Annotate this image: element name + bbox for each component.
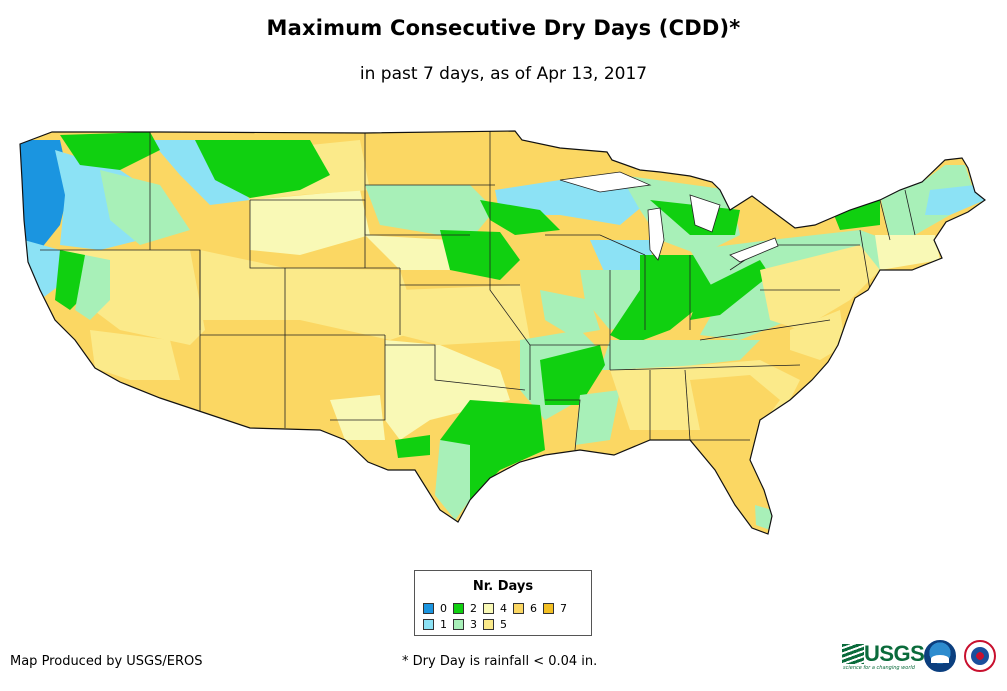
region-cdd-5: [790, 310, 845, 360]
nws-logo: [964, 640, 996, 672]
legend-swatch: [483, 619, 494, 630]
region-cdd-2: [610, 255, 730, 345]
noaa-bird-icon: [931, 655, 949, 663]
lake-erie: [729, 237, 779, 263]
legend-label: 1: [440, 618, 447, 631]
region-cdd-3: [435, 440, 470, 520]
region-cdd-3: [755, 505, 772, 530]
legend-swatch: [453, 603, 464, 614]
region-cdd-2: [395, 435, 430, 458]
region-cdd-3: [75, 255, 110, 320]
region-cdd-5: [760, 245, 880, 330]
legend-swatch: [513, 603, 524, 614]
region-cdd-3: [540, 290, 600, 335]
lake-huron: [689, 194, 721, 233]
region-cdd-5: [90, 330, 180, 380]
legend-label: 5: [500, 618, 507, 631]
legend-label: 0: [440, 602, 447, 615]
usgs-logo: USGS science for a changing world: [842, 641, 925, 671]
legend-label: 4: [500, 602, 507, 615]
lake-michigan: [647, 207, 665, 261]
map-title: Maximum Consecutive Dry Days (CDD)*: [266, 16, 741, 40]
region-cdd-3: [100, 170, 190, 245]
legend-swatch: [453, 619, 464, 630]
legend-label: 7: [560, 602, 567, 615]
legend-item-4: 4: [483, 603, 507, 615]
usgs-tagline: science for a changing world: [843, 665, 915, 671]
region-cdd-4: [330, 395, 385, 440]
region-cdd-6: [690, 375, 780, 440]
legend-item-3: 3: [453, 619, 477, 631]
region-cdd-2: [540, 345, 605, 405]
legend-swatch: [543, 603, 554, 614]
region-cdd-2: [440, 230, 520, 280]
region-cdd-2: [480, 200, 560, 235]
legend-item-6: 6: [513, 603, 537, 615]
legend-item-1: 1: [423, 619, 447, 631]
region-cdd-0: [20, 140, 70, 250]
legend-swatch: [423, 603, 434, 614]
region-cdd-3: [365, 185, 495, 240]
region-cdd-3: [575, 390, 620, 445]
legend-item-5: 5: [483, 619, 507, 631]
legend-item-0: 0: [423, 603, 447, 615]
region-cdd-4: [385, 340, 510, 440]
lake-superior: [559, 171, 652, 193]
region-cdd-1: [150, 140, 250, 205]
region-cdd-2: [690, 260, 770, 320]
region-cdd-4: [250, 190, 370, 255]
legend: Nr. Days 0 1 2 3 4 5 6 7: [414, 570, 592, 636]
legend-label: 6: [530, 602, 537, 615]
legend-item-2: 2: [453, 603, 477, 615]
region-cdd-4: [875, 235, 940, 270]
cdd-data-regions: [20, 132, 985, 530]
legend-swatch: [483, 603, 494, 614]
region-cdd-3: [600, 340, 760, 370]
usgs-wordmark: USGS: [864, 641, 925, 666]
legend-label: 3: [470, 618, 477, 631]
legend-label: 2: [470, 602, 477, 615]
nws-emblem-icon: [971, 647, 989, 665]
region-cdd-1: [925, 185, 985, 215]
credit-text: Map Produced by USGS/EROS: [10, 654, 203, 669]
footnote-text: * Dry Day is rainfall < 0.04 in.: [402, 654, 598, 669]
noaa-logo: [924, 640, 956, 672]
region-cdd-2: [195, 140, 330, 198]
region-cdd-5: [400, 285, 530, 345]
legend-title: Nr. Days: [472, 579, 534, 594]
region-cdd-2: [60, 132, 160, 170]
usgs-wave-icon: [842, 644, 864, 664]
legend-item-7: 7: [543, 603, 567, 615]
state-borders: [40, 131, 916, 451]
region-cdd-5: [200, 250, 420, 340]
map-subtitle: in past 7 days, as of Apr 13, 2017: [359, 64, 648, 84]
legend-swatch: [423, 619, 434, 630]
